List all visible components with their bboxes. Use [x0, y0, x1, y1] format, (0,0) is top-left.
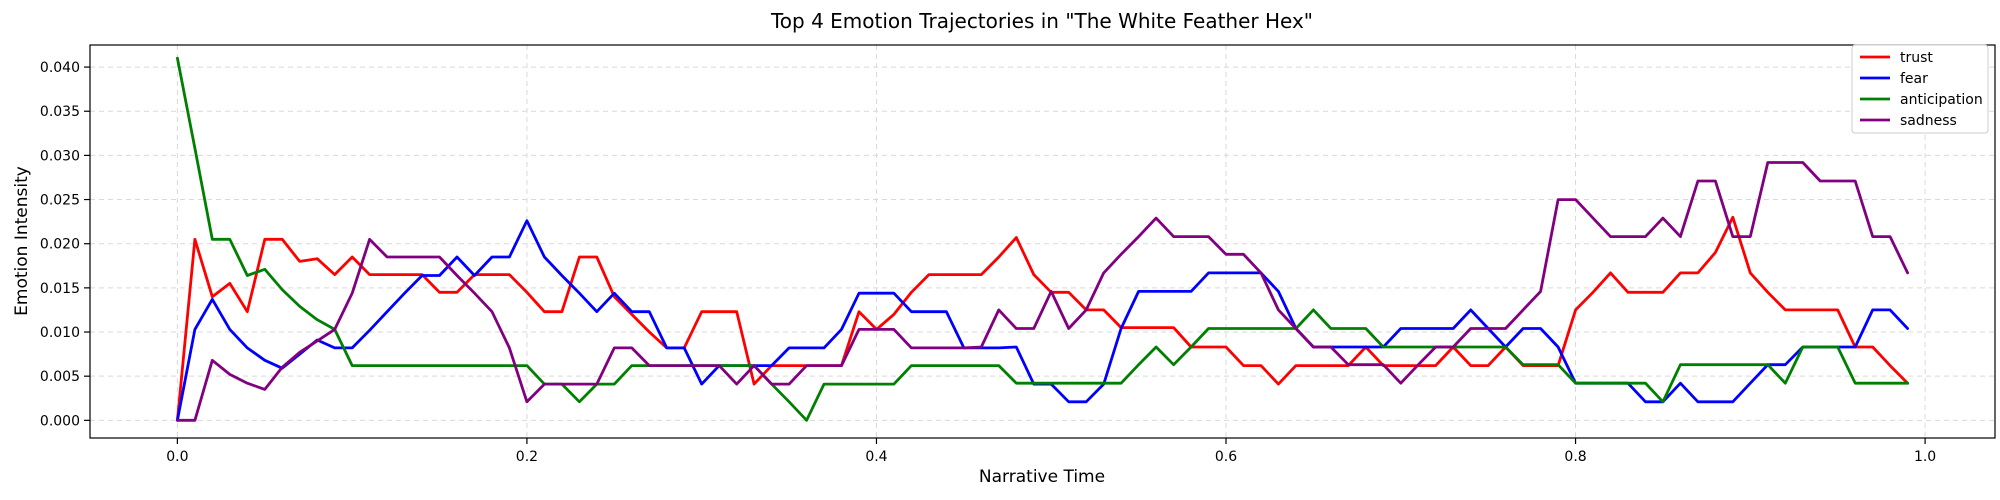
chart-title: Top 4 Emotion Trajectories in "The White… — [770, 9, 1313, 33]
x-axis-ticks: 0.0 0.2 0.4 0.6 0.8 1.0 — [166, 438, 1936, 465]
y-tick-label: 0.035 — [40, 104, 80, 120]
x-tick-label: 0.4 — [865, 449, 887, 465]
y-tick-label: 0.010 — [40, 325, 80, 341]
legend-box — [1851, 44, 1989, 134]
legend-label-trust: trust — [1900, 50, 1933, 66]
y-tick-label: 0.030 — [40, 148, 80, 164]
x-tick-label: 0.8 — [1564, 449, 1586, 465]
y-axis-label: Emotion Intensity — [12, 166, 32, 316]
grid — [90, 45, 1995, 438]
legend: trust fear anticipation sadness — [1851, 44, 1989, 134]
series-line-sadness — [175, 161, 1909, 422]
x-tick-label: 0.6 — [1215, 449, 1237, 465]
x-tick-label: 1.0 — [1914, 449, 1936, 465]
y-tick-label: 0.005 — [40, 369, 80, 385]
y-tick-label: 0.040 — [40, 60, 80, 76]
x-axis-label: Narrative Time — [979, 467, 1105, 487]
legend-label-anticipation: anticipation — [1900, 92, 1983, 108]
series-lines — [175, 56, 1909, 422]
series-line-anticipation — [175, 56, 1909, 422]
legend-label-fear: fear — [1900, 71, 1928, 87]
plot-frame — [89, 44, 1996, 439]
y-tick-label: 0.000 — [40, 413, 80, 429]
series-line-fear — [175, 219, 1909, 422]
legend-label-sadness: sadness — [1900, 113, 1957, 129]
x-tick-label: 0.2 — [516, 449, 538, 465]
y-tick-label: 0.020 — [40, 237, 80, 253]
y-tick-label: 0.025 — [40, 193, 80, 209]
y-axis-ticks: 0.000 0.005 0.010 0.015 0.020 0.025 0.030 0.035… — [40, 60, 90, 429]
x-tick-label: 0.0 — [166, 449, 188, 465]
series-line-trust — [175, 215, 1909, 422]
y-tick-label: 0.015 — [40, 281, 80, 297]
